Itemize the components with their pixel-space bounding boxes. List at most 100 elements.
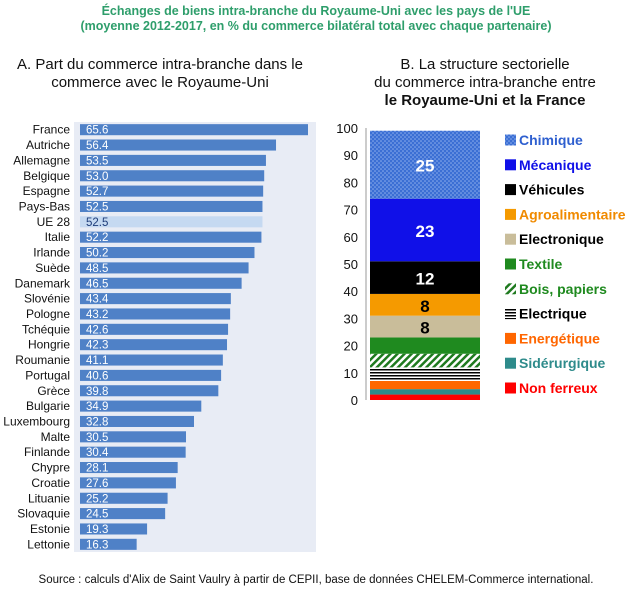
chart-a-category-label: Suède bbox=[35, 261, 70, 275]
chart-a-category-label: Chypre bbox=[31, 461, 70, 475]
chart-b-legend-swatch bbox=[505, 332, 516, 344]
chart-b-y-tick-label: 50 bbox=[344, 257, 358, 272]
chart-a-value-label: 24.5 bbox=[86, 509, 108, 521]
chart-b-legend-label: Electrique bbox=[519, 306, 587, 322]
chart-a-bar bbox=[80, 508, 166, 520]
chart-b-title-line3: le Royaume-Uni et la France bbox=[384, 92, 586, 109]
chart-b-title: B. La structure sectorielle du commerce … bbox=[335, 56, 632, 110]
chart-a-category-label: Luxembourg bbox=[3, 414, 70, 428]
chart-a-value-label: 16.3 bbox=[86, 539, 108, 551]
chart-a-value-label: 52.7 bbox=[86, 186, 108, 198]
chart-a-category-label: Finlande bbox=[24, 445, 70, 459]
chart-a-value-label: 41.1 bbox=[86, 355, 108, 367]
chart-a-bar bbox=[80, 124, 308, 136]
chart-b-segment bbox=[370, 293, 480, 316]
chart-a-category-label: Pologne bbox=[26, 307, 70, 321]
source-note: Source : calculs d'Alix de Saint Vaulry … bbox=[38, 574, 594, 586]
chart-b-y-tick-label: 40 bbox=[344, 284, 358, 299]
chart-b-segment bbox=[370, 337, 480, 354]
chart-a-category-label: Lettonie bbox=[27, 537, 70, 551]
chart-a-category-label: Estonie bbox=[30, 522, 70, 536]
chart-b-legend-label: Textile bbox=[519, 256, 563, 272]
chart-a-value-label: 19.3 bbox=[86, 524, 108, 536]
chart-a-category-label: Grèce bbox=[37, 384, 70, 398]
chart-a-title-line1: A. Part du commerce intra-branche dans l… bbox=[17, 56, 303, 73]
chart-b-legend-label: Mécanique bbox=[519, 157, 592, 173]
chart-b-legend-label: Electronique bbox=[519, 231, 604, 247]
chart-a-value-label: 43.2 bbox=[86, 309, 108, 321]
chart-b-y-tick-label: 0 bbox=[351, 393, 358, 408]
chart-a-value-label: 52.2 bbox=[86, 232, 108, 244]
chart-a-value-label: 42.6 bbox=[86, 324, 108, 336]
chart-b-segment-label: 8 bbox=[420, 319, 429, 338]
chart-a-category-label: Slovénie bbox=[24, 292, 70, 306]
chart-b-segment bbox=[370, 389, 480, 395]
chart-a-value-label: 56.4 bbox=[86, 140, 109, 152]
chart-a-bar bbox=[80, 446, 186, 458]
chart-a-category-label: Danemark bbox=[15, 276, 71, 290]
chart-a-value-label: 30.5 bbox=[86, 432, 108, 444]
chart-a-value-label: 52.5 bbox=[86, 201, 108, 213]
chart-b-segment bbox=[370, 198, 480, 262]
chart-a-category-label: UE 28 bbox=[37, 215, 71, 229]
chart-a-bar bbox=[80, 339, 228, 351]
chart-a-value-label: 42.3 bbox=[86, 340, 108, 352]
chart-a-value-label: 40.6 bbox=[86, 370, 108, 382]
chart-a-category-label: Slovaquie bbox=[17, 507, 70, 521]
chart-b-segment-label: 25 bbox=[416, 157, 435, 176]
chart-b-legend-swatch bbox=[505, 382, 516, 394]
chart-b-segment-label: 8 bbox=[420, 297, 429, 316]
chart-a-category-label: Autriche bbox=[26, 138, 70, 152]
chart-b-legend-swatch bbox=[505, 283, 516, 295]
chart-b-y-tick-label: 90 bbox=[344, 148, 358, 163]
chart-b-y-tick-label: 100 bbox=[336, 121, 358, 136]
chart-a-bar bbox=[80, 293, 231, 305]
chart-a-category-label: Malte bbox=[41, 430, 71, 444]
chart-b-legend-swatch bbox=[505, 233, 516, 245]
chart-a-bar bbox=[80, 400, 202, 412]
chart-a-value-label: 46.5 bbox=[86, 278, 108, 290]
chart-b-y-tick-label: 70 bbox=[344, 203, 358, 218]
chart-b-legend-label: Bois, papiers bbox=[519, 281, 607, 297]
chart-b-segment bbox=[370, 353, 480, 368]
chart-a-value-label: 28.1 bbox=[86, 463, 108, 475]
chart-a-value-label: 30.4 bbox=[86, 447, 109, 459]
chart-b-legend-swatch bbox=[505, 134, 516, 146]
chart-a-bar bbox=[80, 538, 137, 550]
chart-a-category-label: Espagne bbox=[23, 184, 71, 198]
chart-a-category-label: Belgique bbox=[23, 169, 70, 183]
chart-a-bar bbox=[80, 262, 249, 274]
chart-a-value-label: 32.8 bbox=[86, 416, 108, 428]
chart-a-bar bbox=[80, 431, 187, 443]
chart-a-category-label: Allemagne bbox=[13, 153, 70, 167]
chart-a-bar bbox=[80, 477, 176, 489]
chart-a-category-label: France bbox=[33, 123, 71, 137]
chart-a-category-label: Pays-Bas bbox=[19, 199, 70, 213]
chart-a-bar bbox=[80, 139, 277, 151]
chart-b-legend-label: Non ferreux bbox=[519, 380, 598, 396]
chart-b-y-tick-label: 80 bbox=[344, 175, 358, 190]
chart-a-title: A. Part du commerce intra-branche dans l… bbox=[0, 56, 320, 92]
chart-b-segment bbox=[370, 380, 480, 390]
chart-a-bar bbox=[80, 154, 266, 166]
main-title: Échanges de biens intra-branche du Royau… bbox=[101, 4, 531, 18]
chart-a-bar bbox=[80, 523, 148, 535]
chart-b-legend-swatch bbox=[505, 308, 516, 320]
chart-a-bar bbox=[80, 323, 229, 335]
chart-b-y-tick-label: 20 bbox=[344, 339, 358, 354]
chart-a-bar bbox=[80, 247, 255, 259]
chart-a-value-label: 25.2 bbox=[86, 493, 108, 505]
chart-a-bar bbox=[80, 462, 178, 474]
chart-b-title-line2: du commerce intra-branche entre bbox=[374, 74, 596, 91]
chart-a-value-label: 34.9 bbox=[86, 401, 108, 413]
chart-b-legend-label: Agroalimentaire bbox=[519, 206, 626, 222]
chart-a-category-label: Italie bbox=[45, 230, 71, 244]
chart-b-legend-label: Energétique bbox=[519, 330, 600, 346]
chart-a-bar bbox=[80, 354, 223, 366]
chart-a-category-label: Roumanie bbox=[15, 353, 70, 367]
chart-b-legend-swatch bbox=[505, 159, 516, 171]
chart-a-bar bbox=[80, 369, 222, 381]
chart-a-bar bbox=[80, 277, 242, 289]
